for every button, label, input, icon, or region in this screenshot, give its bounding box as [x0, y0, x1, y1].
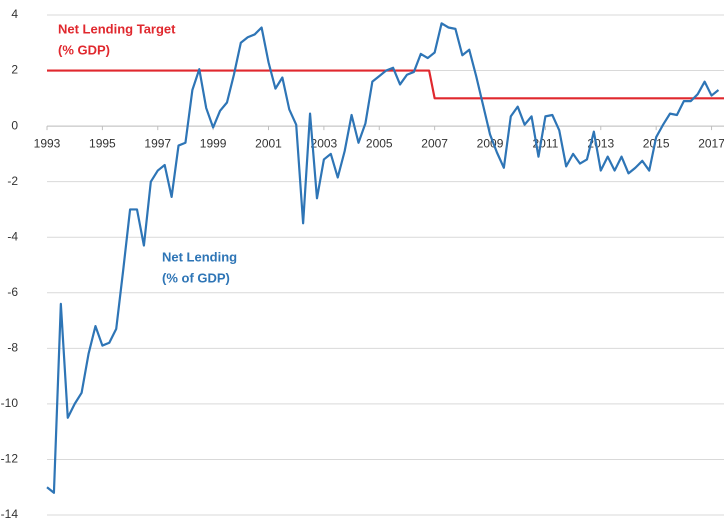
y-tick-label: 4 — [11, 7, 18, 21]
line-series — [46, 22, 720, 494]
series-label: Net Lending Target — [58, 21, 176, 36]
y-tick-label: 0 — [11, 118, 18, 132]
x-tick-label: 2005 — [366, 136, 393, 150]
y-tick-label: -2 — [7, 174, 18, 188]
x-tick-label: 2015 — [643, 136, 670, 150]
y-tick-label: -6 — [7, 285, 18, 299]
y-tick-label: -8 — [7, 341, 18, 355]
x-tick-label: 1999 — [200, 136, 227, 150]
series-label: (% GDP) — [58, 42, 110, 57]
x-tick-label: 1993 — [34, 136, 61, 150]
series-label: Net Lending — [162, 249, 237, 264]
x-tick-label: 2009 — [477, 136, 504, 150]
y-tick-label: -12 — [1, 452, 19, 466]
x-tick-label: 1995 — [89, 136, 116, 150]
y-tick-label: 2 — [11, 63, 18, 77]
x-tick-label: 2011 — [532, 136, 558, 150]
line-series — [47, 69, 724, 100]
y-tick-label: -14 — [1, 507, 19, 520]
x-tick-label: 1997 — [144, 136, 171, 150]
x-tick-label: 2001 — [255, 136, 282, 150]
y-tick-label: -4 — [7, 229, 18, 243]
series-label: (% of GDP) — [162, 270, 230, 285]
x-tick-label: 2007 — [421, 136, 448, 150]
y-tick-label: -10 — [1, 396, 19, 410]
x-tick-label: 2003 — [311, 136, 338, 150]
x-tick-label: 2017 — [698, 136, 724, 150]
